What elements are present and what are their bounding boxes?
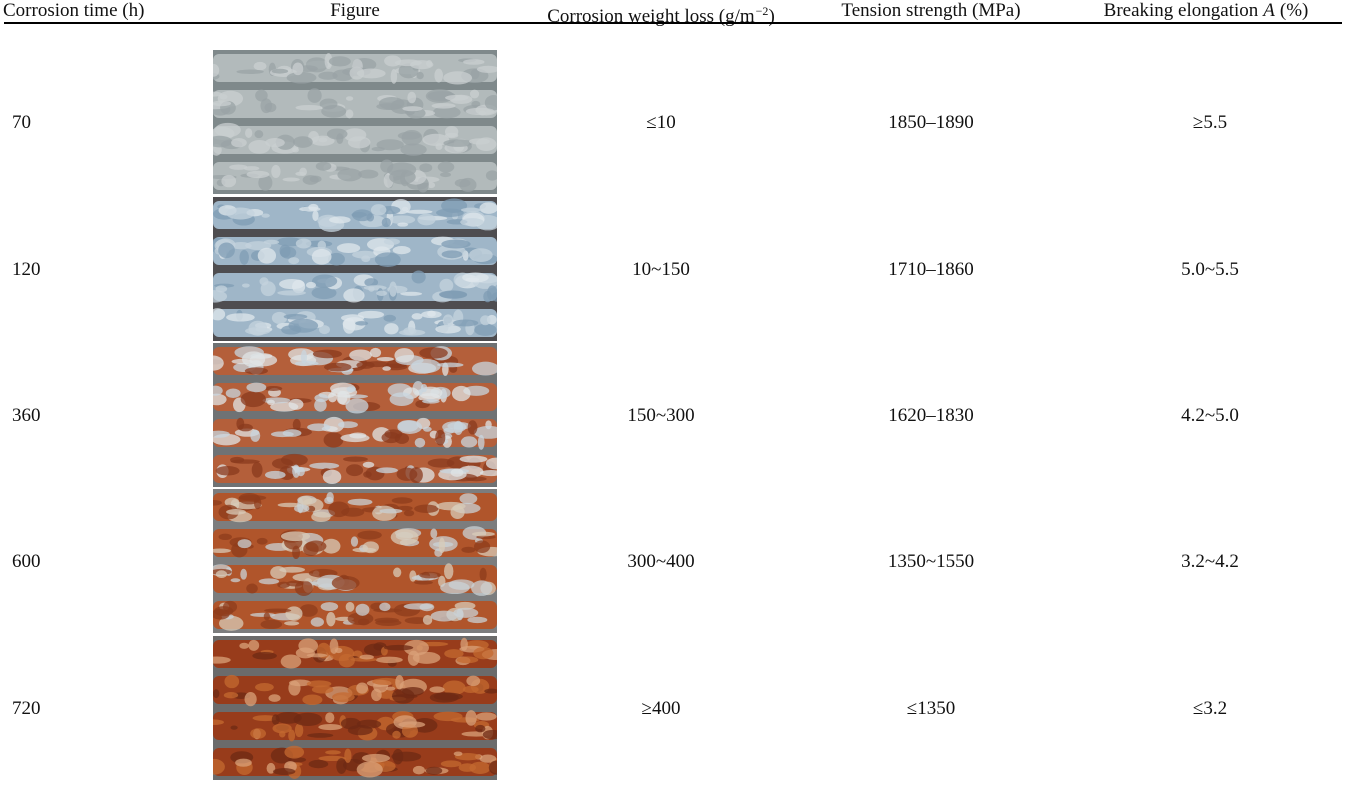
cell: 5.0~5.5 <box>1181 259 1239 281</box>
cell: 10~150 <box>632 259 690 281</box>
cell: ≥400 <box>642 698 681 720</box>
header-text: Breaking elongation <box>1104 0 1259 21</box>
specimen-photo <box>213 489 497 633</box>
header-superscript: −2 <box>756 4 769 18</box>
cell: 720 <box>12 698 41 720</box>
specimen-photo <box>213 197 497 341</box>
cell: 1850–1890 <box>888 112 974 134</box>
header-text: Corrosion weight loss (g/m <box>547 6 754 27</box>
page: {"table": { "header": ["Corrosion time (… <box>0 0 1347 788</box>
cell: 360 <box>12 405 41 427</box>
specimen-photo <box>213 343 497 487</box>
header-rule <box>4 22 1342 24</box>
cell: 150~300 <box>627 405 694 427</box>
header-cell: Corrosion time (h) <box>3 0 144 22</box>
cell: ≤1350 <box>907 698 955 720</box>
cell: 1350~1550 <box>888 551 974 573</box>
cell: 300~400 <box>627 551 694 573</box>
cell: 600 <box>12 551 41 573</box>
header-text: ) <box>768 6 774 27</box>
cell: 3.2~4.2 <box>1181 551 1239 573</box>
header-cell: Figure <box>330 0 380 22</box>
header-cell: Tension strength (MPa) <box>841 0 1020 22</box>
cell: ≥5.5 <box>1193 112 1227 134</box>
specimen-photo <box>213 50 497 194</box>
cell: 1620–1830 <box>888 405 974 427</box>
cell: 1710–1860 <box>888 259 974 281</box>
cell: 120 <box>12 259 41 281</box>
cell: ≤10 <box>646 112 675 134</box>
cell: 4.2~5.0 <box>1181 405 1239 427</box>
header-text: (%) <box>1280 0 1308 21</box>
cell: ≤3.2 <box>1193 698 1227 720</box>
header-cell: Corrosion weight loss (g/m−2) <box>547 0 775 28</box>
header-italic: A <box>1263 0 1275 21</box>
cell: 70 <box>12 112 31 134</box>
specimen-photo <box>213 636 497 780</box>
